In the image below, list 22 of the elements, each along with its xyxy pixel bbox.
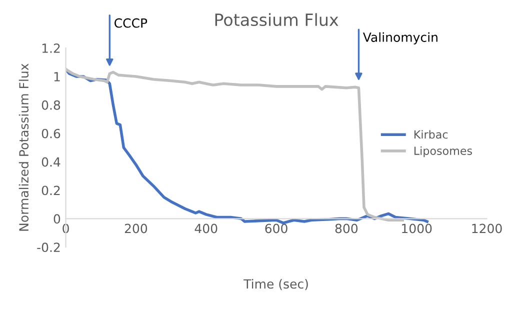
y-tick-label: 0.4 [42,157,60,167]
legend-label: Liposomes [414,146,472,158]
y-axis-title: Normalized Potassium Flux [18,64,29,231]
x-tick-label: 1200 [472,224,502,234]
y-tick-label: 0 [54,214,60,224]
chart-title: Potassium Flux [215,13,338,26]
y-tick-label: -0.2 [37,242,60,252]
y-tick-label: 1.2 [42,44,60,53]
x-tick-label: 200 [124,224,148,234]
x-tick-label: 1000 [402,224,432,234]
annotation: Valinomycin [362,32,438,44]
x-tick-label: 0 [62,224,69,234]
y-tick-label: 1 [54,72,60,82]
x-tick-label: 800 [335,224,358,234]
y-tick-label: 0.2 [42,186,60,196]
y-tick-label: 0.6 [42,128,60,138]
legend-label: Kirbac [414,130,448,139]
x-tick-label: 600 [265,224,288,234]
x-axis-title: Time (sec) [244,278,308,290]
annotation: CCCP [114,18,148,28]
x-tick-label: 400 [194,224,218,234]
y-tick-label: 0.8 [42,100,60,110]
